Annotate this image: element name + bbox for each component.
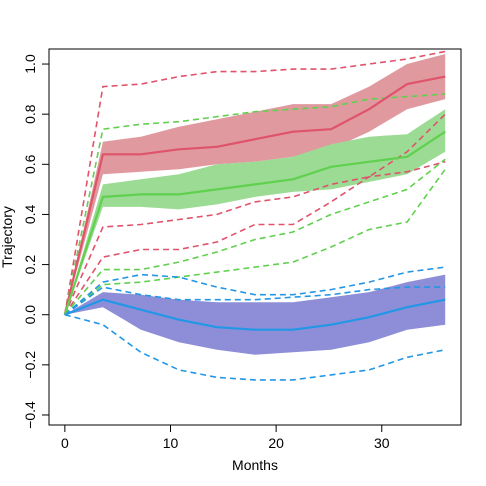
x-axis-label: Months	[232, 457, 278, 473]
x-tick-label-2: 20	[268, 435, 284, 451]
y-tick-label-1: −0.2	[22, 351, 38, 379]
dashed-line-2-1	[64, 286, 446, 316]
confidence-bands	[64, 54, 446, 355]
x-tick-label-3: 30	[374, 435, 390, 451]
y-tick-label-5: 0.6	[22, 154, 38, 174]
dashed-line-0-0	[64, 50, 446, 315]
x-axis: 0 10 20 30	[61, 425, 390, 451]
y-tick-label-4: 0.4	[22, 204, 38, 224]
y-tick-label-3: 0.2	[22, 255, 38, 275]
mean-line-1	[63, 130, 446, 316]
band-1	[64, 109, 446, 315]
dashed-line-1-0	[64, 93, 446, 315]
dashed-line-1-2	[64, 168, 446, 316]
dashed-line-2-2	[64, 313, 446, 381]
dashed-line-2-0	[64, 266, 446, 316]
y-tick-label-6: 0.8	[22, 104, 38, 124]
dashed-line-0-1	[64, 113, 446, 316]
mean-line-2	[64, 298, 446, 331]
y-tick-label-0: −0.4	[22, 401, 38, 429]
y-axis: −0.4 −0.2 0.0 0.2 0.4 0.6 0.8 1.0	[22, 54, 49, 429]
mean-line-0	[63, 75, 446, 315]
x-tick-label-1: 10	[163, 435, 179, 451]
dashed-line-0-2	[64, 161, 446, 316]
x-tick-label-0: 0	[61, 435, 69, 451]
series-lines	[63, 50, 446, 381]
y-tick-label-7: 1.0	[22, 54, 38, 74]
y-axis-label: Trajectory	[0, 206, 15, 268]
y-tick-label-2: 0.0	[22, 305, 38, 325]
plot-frame	[48, 48, 462, 426]
dashed-line-1-1	[64, 158, 446, 316]
band-2	[64, 274, 446, 355]
